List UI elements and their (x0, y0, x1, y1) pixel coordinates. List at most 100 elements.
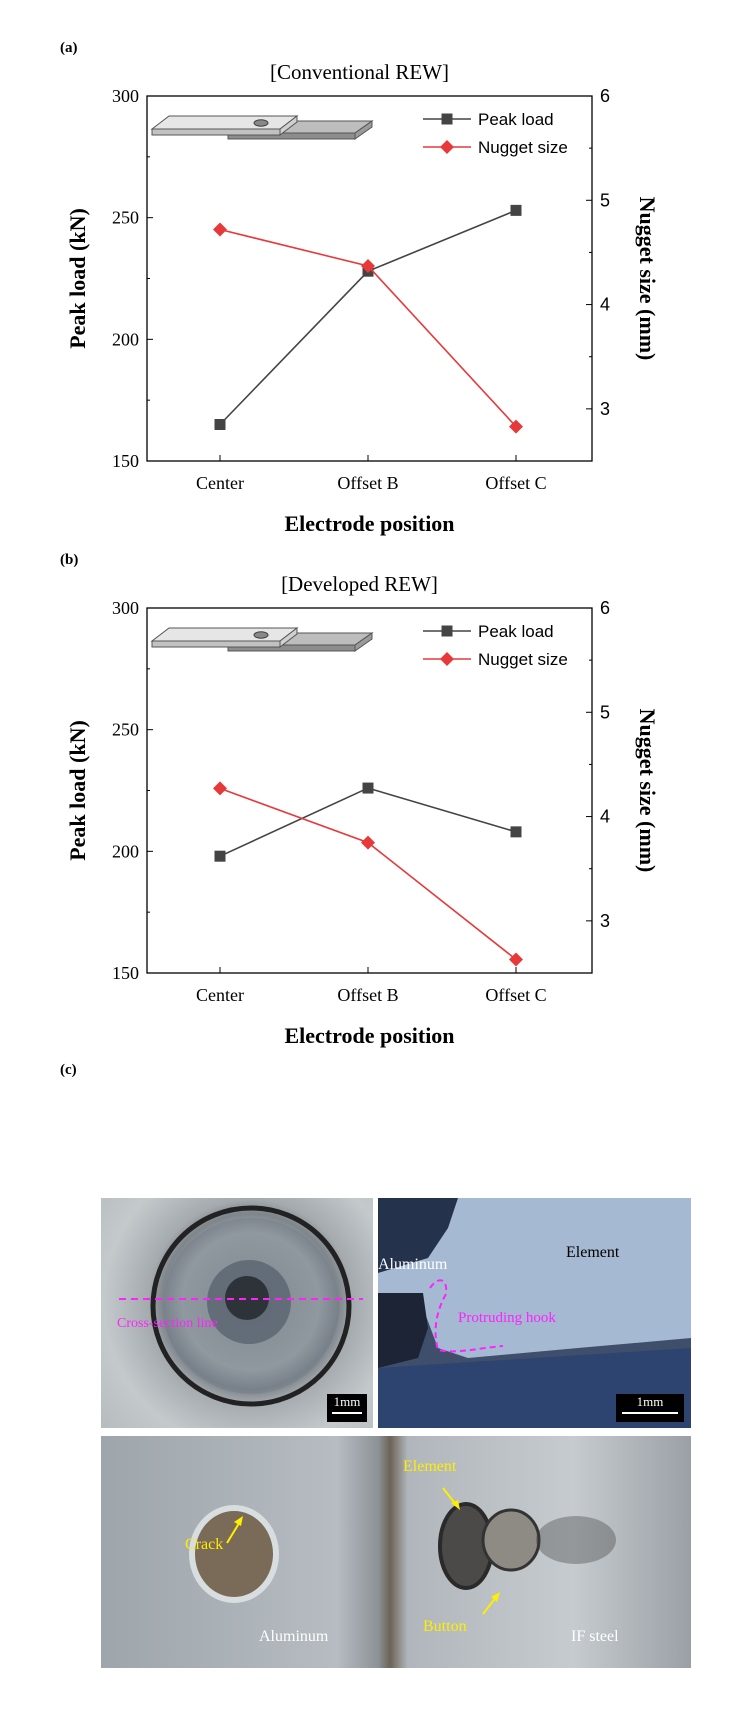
data-point-diamond (213, 781, 227, 796)
steel-button (481, 1508, 541, 1572)
y2-tick-label: 4 (600, 807, 610, 827)
data-point-diamond (213, 222, 227, 237)
legend-marker-diamond (440, 652, 454, 666)
top-view-drawing (119, 1205, 363, 1407)
photo-top-view: Cross-section line 1mm (101, 1198, 373, 1428)
legend-label-1: Nugget size (478, 650, 568, 669)
scale-line-left (332, 1412, 362, 1414)
specimen-sketch-icon (150, 114, 374, 140)
aluminum-hole (189, 1505, 279, 1603)
cross-section-label: Cross-section line (117, 1316, 218, 1331)
chart-title: [Conventional REW] (270, 60, 449, 84)
sketch-upper-end (279, 114, 298, 137)
y2-axis-label: Nugget size (mm) (635, 197, 660, 361)
button-arrowhead (491, 1592, 500, 1602)
sketch-upper-side (151, 640, 281, 648)
sketch-upper-end (279, 626, 298, 649)
x-axis-label: Electrode position (284, 1023, 454, 1048)
sketch-lower-end (354, 632, 373, 652)
legend-label-0: Peak load (478, 110, 554, 129)
element-label-cs: Element (566, 1244, 620, 1261)
y-tick-label: 300 (112, 86, 139, 106)
legend-marker-square (441, 113, 453, 125)
series-line-1 (219, 787, 517, 961)
y-tick-label: 300 (112, 598, 139, 618)
y-tick-label: 200 (112, 329, 139, 349)
legend-marker-diamond (440, 140, 454, 154)
data-point-diamond (361, 835, 375, 850)
data-point-diamond (509, 419, 523, 434)
y-tick-label: 150 (112, 963, 139, 983)
scale-line-right (622, 1412, 678, 1414)
y-tick-label: 150 (112, 451, 139, 471)
if-steel-label: IF steel (571, 1628, 619, 1645)
crack-label: Crack (185, 1536, 224, 1553)
element-region (378, 1198, 691, 1358)
x-tick-label: Center (196, 985, 244, 1005)
panel-label-b: (b) (60, 552, 79, 568)
sketch-upper-top (150, 115, 299, 130)
burn-mark (536, 1516, 616, 1564)
y-tick-label: 250 (112, 720, 139, 740)
chart-developed-rew: [Developed REW] 150 200 250 300 3 4 5 6 Center Off… (65, 572, 660, 1048)
protruding-hook-label: Protruding hook (458, 1310, 556, 1326)
element-arrowhead (451, 1500, 460, 1510)
legend-label-1: Nugget size (478, 138, 568, 157)
y2-tick-label: 5 (600, 190, 610, 210)
photo-cross-section: Aluminum Element Protruding hook 1mm (378, 1198, 691, 1428)
legend-label-0: Peak load (478, 622, 554, 641)
aluminum-region-bottom (378, 1348, 691, 1428)
specimen-sketch-icon (150, 626, 374, 652)
legend-marker-square (441, 625, 453, 637)
y2-tick-label: 6 (600, 86, 610, 106)
sketch-weld-spot (253, 119, 269, 127)
data-point-diamond (509, 952, 523, 967)
sketch-upper-side (151, 128, 281, 136)
x-tick-label: Offset C (485, 473, 546, 493)
chart-title: [Developed REW] (281, 572, 438, 596)
aluminum-label-bottom: Aluminum (259, 1628, 329, 1645)
y2-tick-label: 4 (600, 295, 610, 315)
x-tick-label: Center (196, 473, 244, 493)
y-tick-label: 200 (112, 841, 139, 861)
aluminum-label-cs: Aluminum (378, 1256, 448, 1273)
y-axis-label: Peak load (kN) (65, 720, 90, 861)
data-point-square (214, 419, 226, 430)
data-point-square (362, 782, 374, 794)
scale-bar-right: 1mm (616, 1394, 684, 1422)
aluminum-region-top (378, 1198, 458, 1273)
button-label: Button (423, 1618, 467, 1635)
element-label-bottom: Element (403, 1458, 457, 1475)
y2-tick-label: 3 (600, 911, 610, 931)
y2-tick-label: 6 (600, 598, 610, 618)
data-point-square (510, 826, 522, 838)
sketch-upper-top (150, 627, 299, 642)
sketch-weld-spot (253, 631, 269, 639)
gap-region (378, 1293, 428, 1368)
scale-label-right: 1mm (636, 1394, 664, 1409)
scale-label-left: 1mm (333, 1394, 361, 1409)
x-tick-label: Offset B (337, 985, 398, 1005)
element-center (225, 1276, 269, 1320)
y-axis-label: Peak load (kN) (65, 208, 90, 349)
y2-axis-label: Nugget size (mm) (635, 709, 660, 873)
cross-section-drawing (378, 1198, 691, 1428)
scale-bar-left: 1mm (327, 1394, 367, 1422)
chart-conventional-rew: [Conventional REW] 150 200 250 300 3 4 5 6 Center… (65, 60, 660, 536)
x-axis-label: Electrode position (284, 511, 454, 536)
panel-label-c: (c) (60, 1062, 77, 1078)
weld-ring-outer (150, 1205, 352, 1407)
sketch-lower-end (354, 120, 373, 140)
photo-fracture: Crack Aluminum Element Button IF steel (101, 1436, 691, 1668)
x-tick-label: Offset B (337, 473, 398, 493)
hook-outline (429, 1279, 504, 1353)
data-point-square (214, 850, 226, 862)
data-point-square (510, 204, 522, 216)
y2-tick-label: 3 (600, 399, 610, 419)
y2-tick-label: 5 (600, 702, 610, 722)
crack-arrowhead (234, 1516, 243, 1526)
fracture-drawing (189, 1487, 616, 1615)
data-point-diamond (361, 258, 375, 273)
y-tick-label: 250 (112, 208, 139, 228)
panel-label-a: (a) (60, 40, 78, 56)
